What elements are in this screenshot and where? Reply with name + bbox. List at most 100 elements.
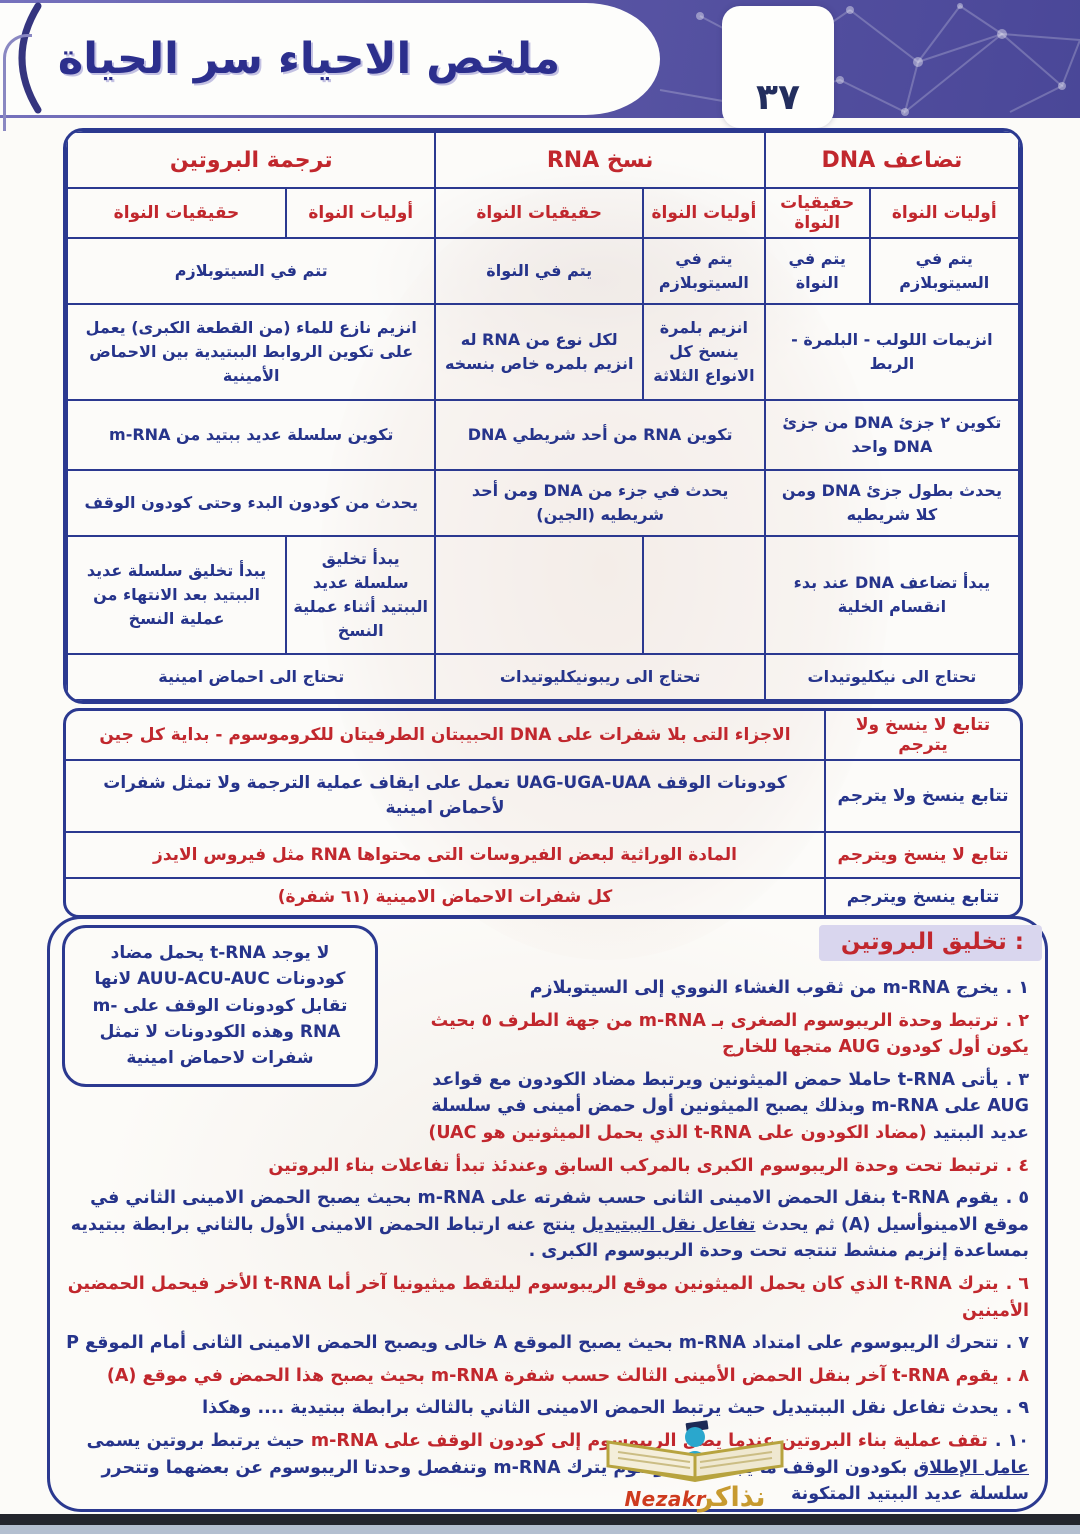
parenthesis-icon <box>18 2 42 114</box>
step-text: تتحرك الريبوسوم على امتداد m-RNA بحيث يص… <box>66 1333 999 1354</box>
table-row: تتابع ينسخ ويترجم كل شفرات الاحماض الامي… <box>66 879 1020 915</box>
table-row: تتابع لا ينسخ ولا يترجم الاجزاء التى بلا… <box>66 711 1020 761</box>
step-text: يقوم t-RNA بنقل الحمض الامينى الثانى حسب… <box>90 1188 1029 1235</box>
step-number: ١٠ . <box>994 1430 1029 1451</box>
row-label: تتابع لا ينسخ ولا يترجم <box>824 711 1020 759</box>
step-text: ينتج عنه ارتباط الحمض الامينى الأول بالث… <box>70 1214 1029 1262</box>
step-number: ٥ . <box>1005 1188 1029 1209</box>
protein-step: ٥ .يقوم t-RNA بنقل الحمض الامينى الثانى … <box>62 1185 1029 1265</box>
table-cell-empty <box>434 535 644 655</box>
column-group-rna: نسخ RNA <box>434 131 766 189</box>
table-cell: تكوين RNA من أحد شريطي DNA <box>434 399 766 471</box>
trna-note-text: لا يوجد t-RNA يحمل مضاد كودونات AUU-ACU-… <box>92 943 348 1069</box>
step-number: ١ . <box>1005 978 1029 998</box>
step-text: ترتبط تحت وحدة الريبوسوم الكبرى بالمركب … <box>268 1155 999 1176</box>
page-banner: ملخص الاحياء سر الحياة ٣٧ <box>0 0 1080 128</box>
subheader-eukaryotes: حقيقيات النواة <box>763 187 871 239</box>
step-text: يأتى t-RNA حاملا حمض الميثونين ويرتبط مض… <box>431 1069 1029 1143</box>
protein-step: ١ . يخرج m-RNA من ثقوب الغشاء النووي إلى … <box>62 975 1029 1002</box>
table-cell: تحتاج الى احماض امينية <box>66 653 437 701</box>
logo-text-latin: Nezakr <box>624 1487 707 1511</box>
protein-step: ٣ .يأتى t-RNA حاملا حمض الميثونين ويرتبط… <box>62 1067 1029 1147</box>
step-text: يقوم t-RNA آخر بنقل الحمض الأمينى الثالث… <box>106 1365 999 1386</box>
row-content: المادة الوراثية لبعض الفيروسات التى محتو… <box>153 844 737 865</box>
table-cell: يتم في السيتوبلازم <box>868 237 1020 305</box>
step-text: تقف عملية بناء البروتين عندما يصل الريبو… <box>304 1430 988 1451</box>
step-text: يحدث تفاعل نقل الببتيديل حيث يرتبط الحمض… <box>202 1398 999 1419</box>
table-cell: يبدأ تخليق سلسلة عديد الببتيد بعد الانته… <box>66 535 287 655</box>
page-number: ٣٧ <box>756 77 800 118</box>
table-cell: يحدث في جزء من DNA ومن أحد شريطيه (الجين… <box>434 469 766 537</box>
bottom-bar-dark <box>0 1514 1080 1525</box>
table-cell: يبدأ تضاعف DNA عند بدء انقسام الخلية <box>763 535 1020 655</box>
table-cell: تكوين ٢ جزئ DNA من جزئ DNA واحد <box>763 399 1020 471</box>
subheader-eukaryotes: حقيقيات النواة <box>66 187 287 239</box>
table-cell: يبدأ تخليق سلسلة عديد الببتيد أثناء عملي… <box>284 535 437 655</box>
page-title: ملخص الاحياء سر الحياة <box>57 34 561 84</box>
row-content: الاجزاء التى بلا شفرات على DNA الحبيبتان… <box>99 724 791 745</box>
step-number: ٤ . <box>1005 1155 1029 1176</box>
step-text: ترتبط وحدة الريبوسوم الصغرى بـ m-RNA من … <box>430 1010 1029 1058</box>
page-number-tab: ٣٧ <box>722 6 834 128</box>
protein-step: ٨ . يقوم t-RNA آخر بنقل الحمض الأمينى الث… <box>62 1363 1029 1390</box>
table-cell: تتم في السيتوبلازم <box>66 237 437 305</box>
table-cell: يتم في النواة <box>434 237 644 305</box>
table-cell: انزيمات اللولب - البلمرة - الربط <box>763 303 1020 401</box>
protein-synthesis-box: تخليق البروتين : لا يوجد t-RNA يحمل مضاد… <box>47 916 1048 1512</box>
table-cell: لكل نوع من RNA له انزيم بلمره خاص بنسخه <box>434 303 644 401</box>
table-row: تتابع ينسخ ولا يترجم كودونات الوقف UAG-U… <box>66 761 1020 833</box>
table-cell: تحتاج الى نيكليوتيدات <box>763 653 1020 701</box>
row-label: تتابع ينسخ ولا يترجم <box>824 761 1020 831</box>
column-group-translation: ترجمة البروتين <box>66 131 437 189</box>
table-cell: يحدث من كودون البدء وحتى كودون الوقف <box>66 469 437 537</box>
protein-step: ٩ . يحدث تفاعل نقل الببتيديل حيث يرتبط ال… <box>62 1395 1029 1422</box>
table-cell: انزيم نازع للماء (من القطعة الكبرى) يعمل… <box>66 303 437 401</box>
row-content: كل شفرات الاحماض الامينية (٦١ شفرة) <box>277 886 613 907</box>
subheader-prokaryotes: أوليات النواة <box>868 187 1020 239</box>
watermark-logo: نذاكرNezakr <box>545 1420 845 1528</box>
sequence-table: تتابع لا ينسخ ولا يترجم الاجزاء التى بلا… <box>63 708 1023 918</box>
protein-step: ٤ . ترتبط تحت وحدة الريبوسوم الكبرى بالمر… <box>62 1153 1029 1180</box>
step-text: حيث يرتبط بروتين يسمى <box>86 1430 305 1451</box>
table-cell: تكوين سلسلة عديد ببتيد من m-RNA <box>66 399 437 471</box>
step-text: (مضاد الكودون على t-RNA الذي يحمل الميثو… <box>428 1122 927 1143</box>
protein-step: ٢ .ترتبط وحدة الريبوسوم الصغرى بـ m-RNA … <box>62 1008 1029 1061</box>
title-panel: ملخص الاحياء سر الحياة <box>0 3 660 115</box>
step-text: يخرج m-RNA من ثقوب الغشاء النووي إلى الس… <box>529 978 999 998</box>
table-cell: يحدث بطول جزئ DNA ومن كلا شريطيه <box>763 469 1020 537</box>
protein-step: ٧ . تتحرك الريبوسوم على امتداد m-RNA بحيث… <box>62 1330 1029 1357</box>
table-cell: انزيم بلمرة ينسخ كل الانواع الثلاثة <box>641 303 766 401</box>
page-corner-frame <box>3 34 32 131</box>
row-content: كودونات الوقف UAG-UGA-UAA تعمل على ايقاف… <box>103 773 787 818</box>
column-group-dna: تضاعف DNA <box>763 131 1020 189</box>
table-cell-empty <box>641 535 766 655</box>
step-number: ٢ . <box>1005 1010 1029 1031</box>
step-number: ٧ . <box>1005 1333 1029 1354</box>
table-row: تتابع لا ينسخ ويترجم المادة الوراثية لبع… <box>66 833 1020 879</box>
subheader-prokaryotes: أوليات النواة <box>641 187 766 239</box>
comparison-table: تضاعف DNA نسخ RNA ترجمة البروتين أوليات … <box>63 128 1023 704</box>
step-text: تفاعل نقل الببتيديل <box>581 1214 756 1235</box>
step-number: ٨ . <box>1005 1365 1029 1386</box>
step-number: ٣ . <box>1005 1069 1029 1090</box>
step-text: يترك t-RNA الذي كان يحمل الميثونين موقع … <box>67 1273 1029 1321</box>
table-cell: يتم في النواة <box>763 237 871 305</box>
protein-steps: ١ . يخرج m-RNA من ثقوب الغشاء النووي إلى … <box>62 975 1029 1508</box>
row-label: تتابع ينسخ ويترجم <box>824 879 1020 915</box>
subheader-prokaryotes: أوليات النواة <box>284 187 437 239</box>
table-cell: تحتاج الى ريبونيكليوتيدات <box>434 653 766 701</box>
step-number: ٩ . <box>1005 1398 1029 1419</box>
bottom-bar-light <box>0 1525 1080 1534</box>
protein-step: ٦ .يترك t-RNA الذي كان يحمل الميثونين مو… <box>62 1271 1029 1324</box>
trna-note-box: لا يوجد t-RNA يحمل مضاد كودونات AUU-ACU-… <box>62 925 378 1087</box>
protein-synthesis-heading: تخليق البروتين : <box>818 925 1042 961</box>
step-number: ٦ . <box>1005 1273 1029 1294</box>
row-label: تتابع لا ينسخ ويترجم <box>824 833 1020 877</box>
subheader-eukaryotes: حقيقيات النواة <box>434 187 644 239</box>
open-book-icon <box>604 1420 786 1482</box>
protein-steps-area: لا يوجد t-RNA يحمل مضاد كودونات AUU-ACU-… <box>50 919 1045 1518</box>
table-cell: يتم في السيتوبلازم <box>641 237 766 305</box>
step-text: عامل الإطلاق <box>913 1457 1029 1478</box>
logo-text-arabic: نذاكر <box>698 1482 766 1513</box>
